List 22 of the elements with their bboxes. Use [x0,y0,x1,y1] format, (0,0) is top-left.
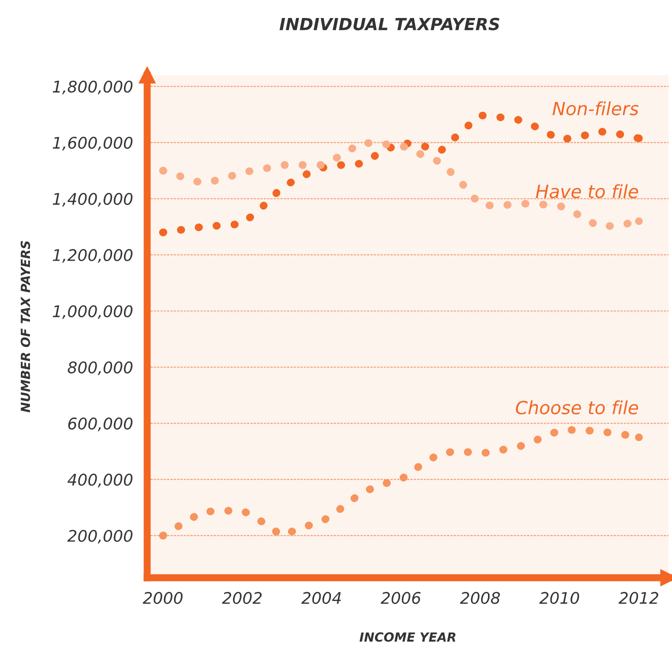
chart-title: INDIVIDUAL TAXPAYERS [280,18,500,30]
y-tick-label: 200,000 [67,530,132,544]
x-tick-label: 2004 [301,592,341,604]
series-label: Choose to file [516,400,638,414]
x-tick-label: 2008 [460,592,500,604]
x-tick-label: 2000 [142,592,183,604]
x-tick-label: 2012 [618,592,658,604]
y-tick-label: 400,000 [68,474,132,488]
y-tick-label: 1,400,000 [52,192,132,207]
x-tick-label: 2006 [380,592,421,604]
y-tick-label: 600,000 [68,418,132,432]
x-tick-label: 2002 [222,592,262,604]
y-tick-label: 1,200,000 [52,249,132,263]
x-axis-title: INCOME YEAR [360,632,456,642]
y-tick-label: 1,000,000 [52,305,132,319]
x-tick-label: 2010 [539,592,580,604]
y-tick-label: 1,800,000 [52,80,132,94]
y-tick-label: 800,000 [68,361,132,376]
y-axis-title: NUMBER OF TAX PAYERS [20,240,30,412]
series-label: Have to file [536,184,638,198]
series-label: Non-filers [552,101,639,116]
y-tick-label: 1,600,000 [52,136,132,150]
